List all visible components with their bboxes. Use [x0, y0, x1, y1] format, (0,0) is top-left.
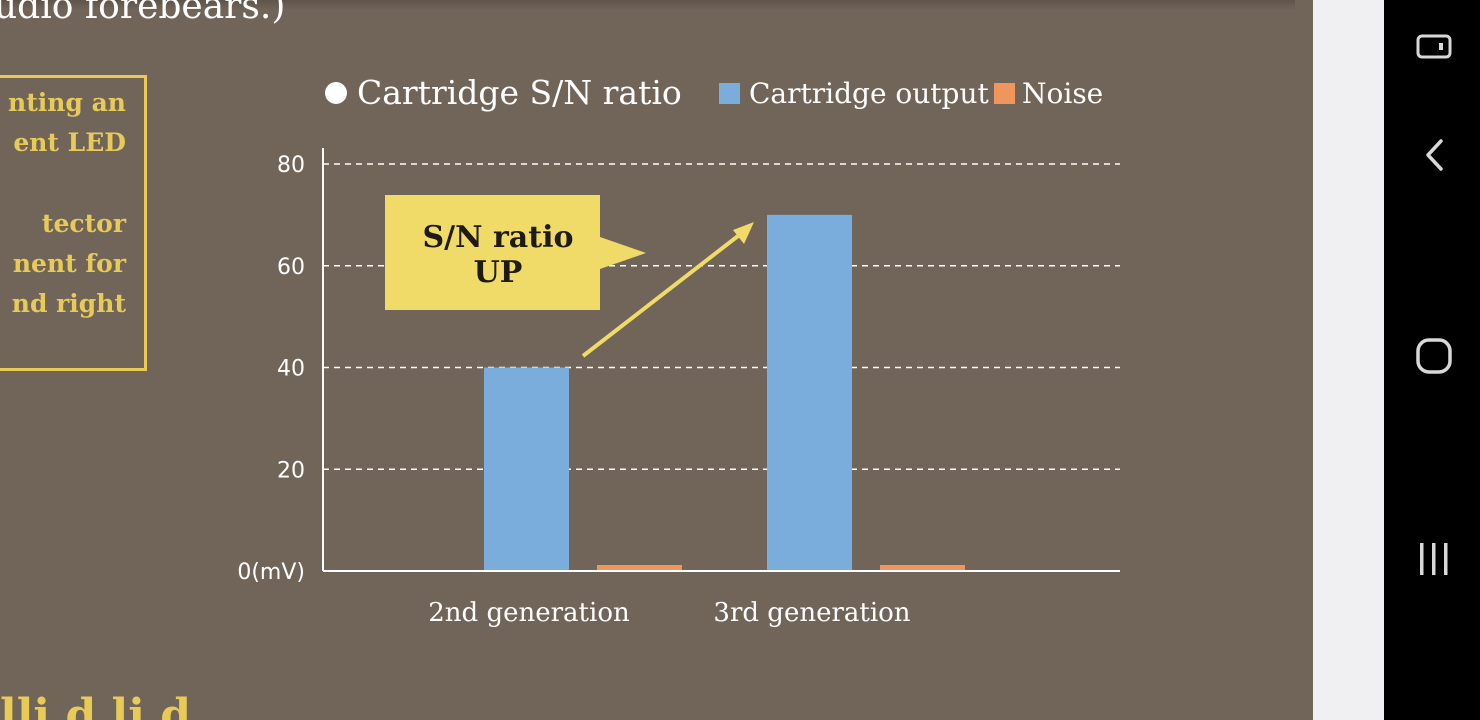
top-divider — [0, 0, 1295, 10]
trend-arrow-shaft — [581, 234, 740, 358]
y-tick-label: 40 — [277, 357, 305, 382]
callout-line: nting an — [8, 88, 126, 117]
rotate-icon[interactable] — [1402, 15, 1466, 79]
axes — [322, 148, 1120, 572]
x-category-label: 2nd generation — [428, 598, 630, 628]
callout-box: nting an ent LED tector nent for nd righ… — [0, 75, 147, 371]
trend-arrow-head — [733, 222, 754, 244]
navigation-bar — [1384, 0, 1480, 720]
y-tick-label: 80 — [277, 153, 305, 178]
legend-swatch-output — [719, 83, 740, 104]
y-tick-label: 0(mV) — [237, 560, 305, 585]
y-axis-ticks: 0(mV) 20 40 60 80 — [237, 153, 305, 585]
bars — [484, 214, 965, 571]
home-icon[interactable] — [1402, 324, 1466, 388]
bar-noise — [597, 565, 682, 571]
x-category-label: 3rd generation — [713, 598, 910, 628]
legend-cartridge-output: Cartridge output — [749, 77, 990, 110]
callout-line: nd right — [11, 289, 126, 318]
article-page: udio forebears.) nting an ent LED tector… — [0, 0, 1295, 720]
side-margin — [1313, 0, 1384, 720]
legend-sn-ratio: Cartridge S/N ratio — [357, 73, 682, 112]
annotation-line1: S/N ratio — [423, 220, 574, 255]
y-tick-label: 20 — [277, 458, 305, 483]
sn-ratio-chart: 0(mV) 20 40 60 80 2nd generation 3rd generati… — [237, 73, 1120, 628]
legend-noise: Noise — [1022, 77, 1103, 110]
legend-marker-sn-ratio — [325, 82, 347, 104]
y-tick-label: 60 — [277, 255, 305, 280]
recents-icon[interactable] — [1402, 527, 1466, 591]
intro-text: udio forebears.) — [0, 0, 286, 27]
x-axis-labels: 2nd generation 3rd generation — [428, 598, 911, 628]
bottom-heading: lli d li d — [0, 690, 192, 720]
callout-line: nent for — [12, 249, 126, 278]
bar-noise — [880, 565, 965, 571]
callout-line: ent LED — [13, 128, 126, 157]
annotation-line2: UP — [474, 255, 523, 290]
legend-swatch-noise — [994, 83, 1015, 104]
legend: Cartridge S/N ratio Cartridge output Noi… — [325, 73, 1103, 112]
back-icon[interactable] — [1402, 123, 1466, 187]
callout-line: tector — [41, 209, 126, 238]
bar-cartridge-output — [484, 367, 569, 571]
annotation-callout — [385, 195, 646, 310]
sn-up-annotation: S/N ratio UP — [385, 195, 754, 358]
bar-cartridge-output — [767, 214, 852, 571]
